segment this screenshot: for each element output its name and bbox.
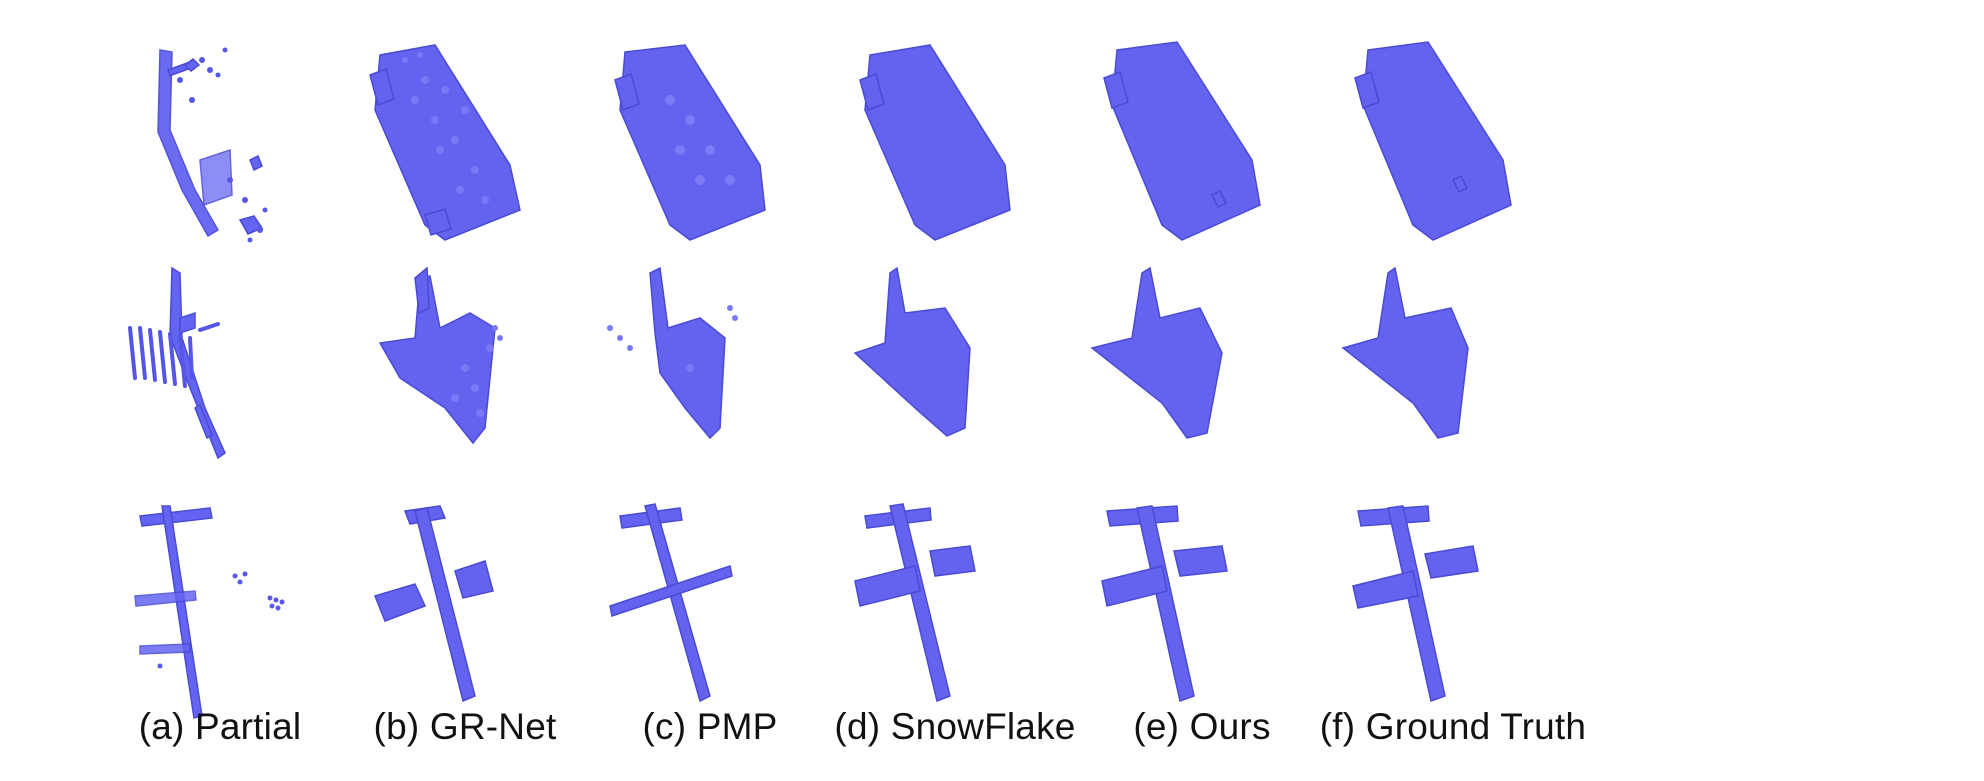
snowflake-airplane-render-1	[835, 266, 1075, 498]
ours-airplane-render-1	[1082, 266, 1322, 498]
partial-car-render	[100, 40, 340, 270]
ground-truth-car-render	[1333, 40, 1573, 270]
snowflake-car-render	[835, 40, 1075, 270]
column-pmp	[590, 40, 830, 760]
ground-truth-airplane-render-1	[1333, 266, 1573, 498]
ours-car-render	[1082, 40, 1322, 270]
caption-partial: (a) Partial	[138, 706, 302, 747]
partial-airplane-render-1	[100, 266, 340, 498]
caption-snowflake: (d) SnowFlake	[834, 706, 1076, 747]
snowflake-airplane-render-2	[835, 496, 1075, 726]
grnet-airplane-render-2	[345, 496, 585, 726]
caption-ground-truth: (f) Ground Truth	[1319, 706, 1587, 747]
column-ground-truth	[1333, 40, 1573, 760]
ground-truth-airplane-render-2	[1333, 496, 1573, 726]
pmp-airplane-render-1	[590, 266, 830, 498]
caption-grnet: (b) GR-Net	[373, 706, 557, 747]
grnet-airplane-render-1	[345, 266, 585, 498]
column-grnet	[345, 40, 585, 760]
column-ours	[1082, 40, 1322, 760]
column-partial	[100, 40, 340, 760]
caption-ours: (e) Ours	[1133, 706, 1271, 747]
grnet-car-render	[345, 40, 585, 270]
column-snowflake	[835, 40, 1075, 760]
pmp-airplane-render-2	[590, 496, 830, 726]
pmp-car-render	[590, 40, 830, 270]
partial-airplane-render-2	[100, 496, 340, 726]
caption-pmp: (c) PMP	[642, 706, 778, 747]
ours-airplane-render-2	[1082, 496, 1322, 726]
